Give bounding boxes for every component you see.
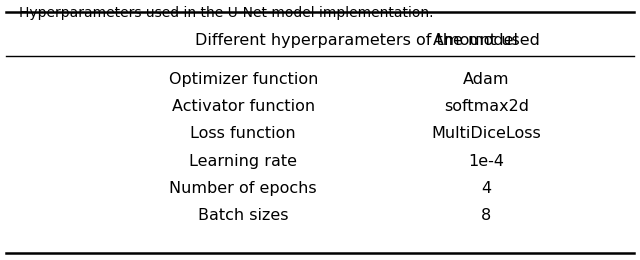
Text: softmax2d: softmax2d <box>444 99 529 114</box>
Text: 1e-4: 1e-4 <box>468 154 504 169</box>
Text: Adam: Adam <box>463 72 509 87</box>
Text: Learning rate: Learning rate <box>189 154 297 169</box>
Text: Loss function: Loss function <box>190 126 296 141</box>
Text: Amount used: Amount used <box>433 33 540 48</box>
Text: Hyperparameters used in the U-Net model implementation.: Hyperparameters used in the U-Net model … <box>19 6 434 21</box>
Text: Optimizer function: Optimizer function <box>168 72 318 87</box>
Text: MultiDiceLoss: MultiDiceLoss <box>431 126 541 141</box>
Text: 4: 4 <box>481 181 492 196</box>
Text: Number of epochs: Number of epochs <box>170 181 317 196</box>
Text: Activator function: Activator function <box>172 99 315 114</box>
Text: 8: 8 <box>481 208 492 223</box>
Text: Different hyperparameters of the model: Different hyperparameters of the model <box>195 33 518 48</box>
Text: Batch sizes: Batch sizes <box>198 208 289 223</box>
